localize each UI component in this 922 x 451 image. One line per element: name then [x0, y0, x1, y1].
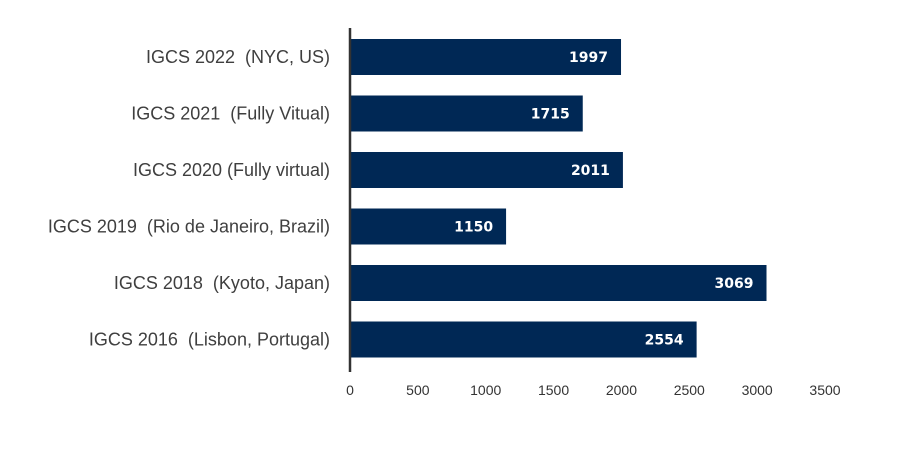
x-tick-label: 3000	[742, 382, 773, 398]
x-tick-label: 500	[406, 382, 430, 398]
bar-value-label: 3069	[715, 276, 754, 292]
x-tick-label: 0	[346, 382, 354, 398]
x-tick-label: 1000	[470, 382, 501, 398]
x-axis-ticks: 0 500 1000 1500 2000 2500 3000 3500	[346, 382, 841, 398]
category-label: IGCS 2021 (Fully Vitual)	[131, 104, 330, 124]
bar	[350, 321, 697, 358]
x-tick-label: 1500	[538, 382, 569, 398]
bars	[350, 39, 767, 358]
x-tick-label: 3500	[809, 382, 840, 398]
category-labels: IGCS 2022 (NYC, US) IGCS 2021 (Fully Vitu…	[48, 47, 330, 350]
bar-value-label: 1715	[531, 107, 570, 123]
value-labels: 1997 1715 2011 1150 3069 2554	[454, 50, 753, 349]
bar	[350, 208, 507, 245]
bar	[350, 39, 622, 75]
bar	[350, 152, 623, 188]
bar-value-label: 1997	[569, 50, 608, 66]
category-label: IGCS 2020 (Fully virtual)	[133, 160, 330, 180]
x-tick-label: 2000	[606, 382, 637, 398]
category-label: IGCS 2022 (NYC, US)	[146, 47, 330, 67]
x-tick-label: 2500	[674, 382, 705, 398]
bar	[350, 95, 583, 132]
bar-value-label: 2011	[571, 163, 610, 179]
bar-value-label: 2554	[645, 333, 684, 349]
category-label: IGCS 2019 (Rio de Janeiro, Brazil)	[48, 217, 330, 237]
category-label: IGCS 2018 (Kyoto, Japan)	[114, 273, 330, 293]
bar-value-label: 1150	[454, 220, 493, 236]
category-label: IGCS 2016 (Lisbon, Portugal)	[89, 330, 330, 350]
bar	[350, 265, 767, 301]
